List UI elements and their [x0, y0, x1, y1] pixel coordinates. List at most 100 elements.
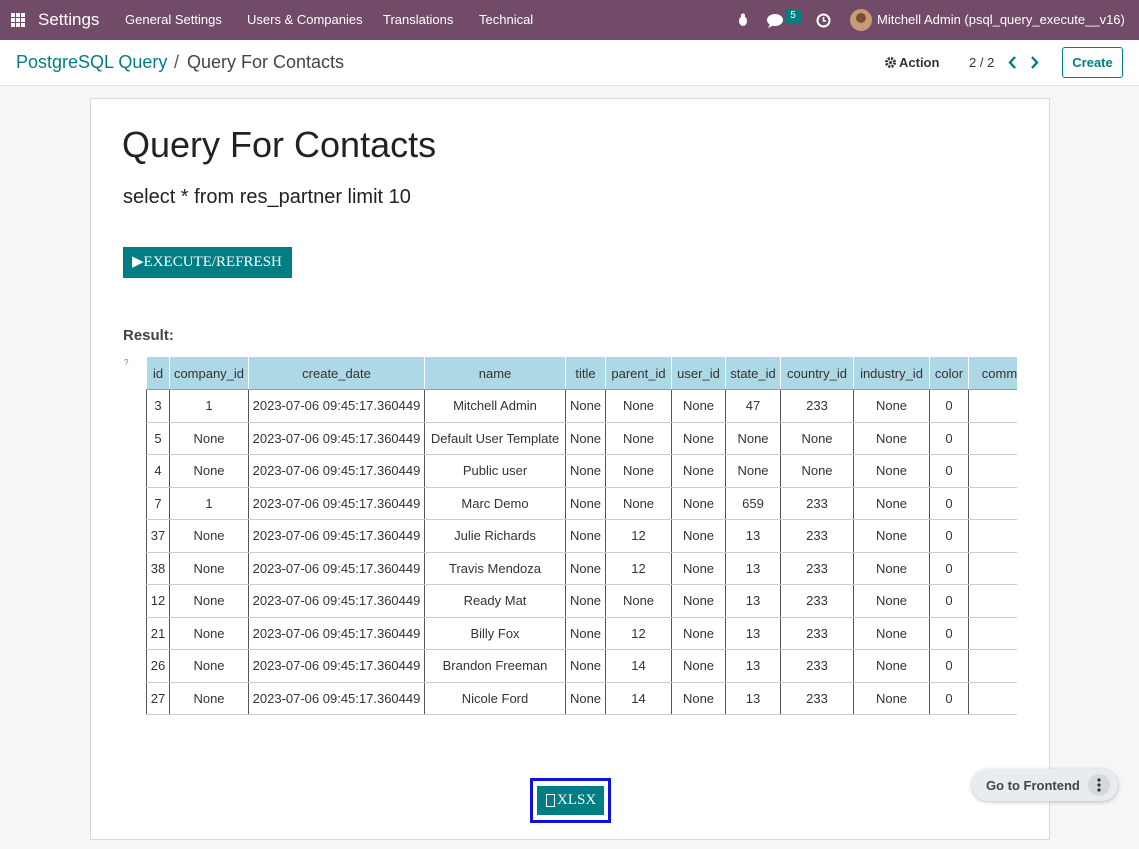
table-cell	[968, 389, 1017, 423]
user-menu[interactable]: Mitchell Admin (psql_query_execute__v16)	[877, 12, 1125, 27]
app-name[interactable]: Settings	[38, 10, 100, 29]
table-cell: None	[853, 519, 930, 553]
focus-outline	[530, 778, 611, 823]
table-cell: None	[671, 617, 726, 650]
column-header: create_date	[248, 356, 425, 390]
column-header: parent_id	[605, 356, 672, 390]
table-cell: None	[671, 649, 726, 683]
table-cell: None	[780, 422, 854, 455]
table-cell: 13	[725, 552, 781, 585]
table-cell: Brandon Freeman	[424, 649, 566, 683]
avatar[interactable]	[850, 9, 872, 31]
menu-item[interactable]: General Settings	[125, 12, 222, 27]
table-body: 3 1 2023-07-06 09:45:17.360449 Mitchell Adm…	[146, 389, 1017, 715]
column-header: company_id	[169, 356, 249, 390]
frontend-pill: Go to Frontend	[972, 769, 1118, 801]
table-cell: None	[605, 584, 672, 618]
table-cell: None	[780, 454, 854, 488]
table-cell: Ready Mat	[424, 584, 566, 618]
table-cell: None	[605, 454, 672, 488]
menu-item[interactable]: Technical	[479, 12, 534, 27]
table-cell: None	[671, 519, 726, 553]
header-row: id company_id create_date name title parent_i…	[146, 356, 1017, 390]
table-cell: 233	[780, 519, 854, 553]
menu-item[interactable]: Translations	[383, 12, 454, 27]
action-menu[interactable]: Action	[899, 55, 940, 70]
table-cell: 2023-07-06 09:45:17.360449	[248, 617, 425, 650]
table-cell: 0	[929, 617, 969, 650]
column-header: user_id	[671, 356, 726, 390]
table-cell: None	[169, 552, 249, 585]
create-button[interactable]: Create	[1062, 47, 1123, 78]
table-cell: None	[671, 389, 726, 423]
table-cell: 233	[780, 389, 854, 423]
table-cell: 38	[146, 552, 170, 585]
table-cell: 0	[929, 649, 969, 683]
result-label: Result:	[123, 327, 174, 344]
table-cell: None	[853, 487, 930, 520]
table-cell	[968, 552, 1017, 585]
table-cell: 0	[929, 552, 969, 585]
table-cell	[968, 487, 1017, 520]
table-cell: None	[565, 487, 606, 520]
table-cell: 47	[725, 389, 781, 423]
table-cell: 0	[929, 584, 969, 618]
table-cell: 2023-07-06 09:45:17.360449	[248, 389, 425, 423]
table-cell: None	[565, 584, 606, 618]
table-cell: 233	[780, 649, 854, 683]
table-cell: Nicole Ford	[424, 682, 566, 715]
table-row: 21 None 2023-07-06 09:45:17.360449 Billy Fo…	[146, 617, 1017, 650]
table-cell: 13	[725, 682, 781, 715]
table-cell: 4	[146, 454, 170, 488]
table-cell: None	[605, 389, 672, 423]
breadcrumb-current: Query For Contacts	[187, 52, 345, 72]
query-text: select * from res_partner limit 10	[123, 186, 411, 208]
pager-arrows[interactable]	[1007, 56, 1041, 69]
table-cell: None	[169, 682, 249, 715]
help-mark: ?	[124, 358, 129, 367]
table-cell: 12	[605, 519, 672, 553]
activity-icon[interactable]	[816, 13, 831, 28]
table-cell: None	[671, 487, 726, 520]
go-to-frontend[interactable]: Go to Frontend	[986, 778, 1080, 793]
column-header: country_id	[780, 356, 854, 390]
table-cell: None	[671, 422, 726, 455]
table-cell: 233	[780, 552, 854, 585]
result-table: id company_id create_date name title parent_i…	[146, 356, 1017, 715]
table-cell: 2023-07-06 09:45:17.360449	[248, 584, 425, 618]
xlsx-button[interactable]: XLSX	[537, 786, 604, 815]
execute-button[interactable]: ▶EXECUTE/REFRESH	[123, 247, 292, 278]
table-cell: None	[565, 454, 606, 488]
chat-icon[interactable]	[767, 13, 785, 28]
table-cell: 14	[605, 649, 672, 683]
column-header: industry_id	[853, 356, 930, 390]
more-button[interactable]	[1088, 774, 1110, 796]
table-cell: None	[853, 649, 930, 683]
table-row: 3 1 2023-07-06 09:45:17.360449 Mitchell Adm…	[146, 389, 1017, 423]
table-cell: 14	[605, 682, 672, 715]
table-cell	[968, 422, 1017, 455]
table-row: 26 None 2023-07-06 09:45:17.360449 Brandon …	[146, 649, 1017, 683]
table-cell: 1	[169, 389, 249, 423]
apps-icon[interactable]	[11, 13, 25, 27]
chat-badge: 5	[785, 9, 801, 23]
gear-icon	[885, 57, 896, 68]
table-cell: Billy Fox	[424, 617, 566, 650]
table-cell: None	[853, 682, 930, 715]
table-cell: None	[565, 649, 606, 683]
breadcrumb-parent[interactable]: PostgreSQL Query	[16, 52, 168, 72]
table-cell: 13	[725, 617, 781, 650]
table-cell: 0	[929, 422, 969, 455]
table-cell: None	[725, 422, 781, 455]
file-icon	[546, 794, 555, 807]
xlsx-label: XLSX	[557, 792, 597, 808]
result-table-wrap: id company_id create_date name title parent_i…	[146, 356, 1017, 716]
table-cell	[968, 584, 1017, 618]
table-cell: None	[725, 454, 781, 488]
menu-item[interactable]: Users & Companies	[247, 12, 363, 27]
debug-icon[interactable]	[737, 13, 749, 27]
table-row: 38 None 2023-07-06 09:45:17.360449 Travis M…	[146, 552, 1017, 585]
table-cell: Julie Richards	[424, 519, 566, 553]
table-cell: None	[853, 422, 930, 455]
